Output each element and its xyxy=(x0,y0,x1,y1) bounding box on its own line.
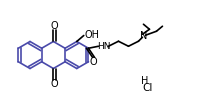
Text: Cl: Cl xyxy=(143,83,153,93)
Text: H: H xyxy=(141,76,149,86)
Text: O: O xyxy=(51,21,58,31)
Text: O: O xyxy=(51,79,58,89)
Text: HN: HN xyxy=(97,42,110,51)
Text: N: N xyxy=(140,31,147,41)
Text: O: O xyxy=(90,57,97,67)
Text: OH: OH xyxy=(84,30,99,40)
